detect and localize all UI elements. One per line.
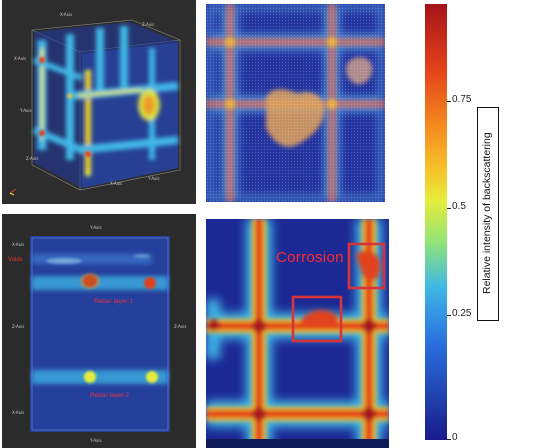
colorbar-tick-mark (447, 315, 451, 316)
corrosion-label: Corrosion (276, 249, 344, 266)
slice-heatmap-bottom (206, 219, 389, 448)
colorbar-tick-label: 0 (452, 432, 458, 443)
colorbar-tick-mark (447, 208, 451, 209)
axis-left-upper-label: X-Axis (12, 242, 24, 247)
axis-label: X-Axis (110, 181, 122, 186)
panel-3d-volume: X-Axis Z-Axis X-Axis Y-Axis Z-Axis X-Axi… (2, 0, 196, 204)
corrosion-box-2 (347, 242, 386, 290)
axis-left-lower-label: X-Axis (12, 410, 24, 415)
panel-corrosion-slice: Corrosion (206, 219, 389, 448)
voids-label: Voids (8, 257, 23, 263)
colorbar-tick-label: 0.75 (452, 94, 472, 105)
rebar-layer-2-label: Rebar layer 2 (90, 392, 130, 399)
axis-left-mid-label: Z-Axis (12, 324, 24, 329)
axis-top-label: Y-Axis (89, 225, 102, 230)
axis-label: X-Axis (14, 56, 26, 61)
axis-right-mid-label: Z-Axis (174, 324, 186, 329)
colorbar-title-box (477, 107, 499, 321)
axis-label: Z-Axis (26, 156, 38, 161)
colorbar-tick-mark (447, 439, 451, 440)
axis-bottom-label: Y-Axis (89, 438, 102, 443)
volume-render: X-Axis Z-Axis X-Axis Y-Axis Z-Axis X-Axi… (9, 12, 181, 196)
side-view-volume (30, 236, 170, 432)
colorbar (425, 4, 447, 440)
panel-side-view: Y-Axis Y-Axis X-Axis Z-Axis Z-Axis X-Axi… (2, 214, 196, 448)
side-view-render: Y-Axis Y-Axis X-Axis Z-Axis Z-Axis X-Axi… (12, 225, 186, 443)
colorbar-tick-mark (447, 101, 451, 102)
corrosion-box-1 (291, 295, 343, 343)
panel-slice-top (206, 4, 385, 202)
orientation-gizmo (9, 188, 17, 196)
colorbar-tick-label: 0.5 (452, 201, 466, 212)
axis-label: X-Axis (60, 12, 72, 17)
axis-label: Z-Axis (142, 22, 154, 27)
rebar-layer-1-label: Rebar layer 1 (94, 298, 134, 305)
axis-label: Y-Axis (19, 108, 32, 113)
colorbar-title: Relative intensity of backscattering (481, 132, 493, 294)
axis-label: Y-Axis (147, 176, 160, 181)
slice-heatmap-top (206, 4, 385, 202)
colorbar-tick-label: 0.25 (452, 308, 472, 319)
volume-rebars (32, 26, 179, 176)
